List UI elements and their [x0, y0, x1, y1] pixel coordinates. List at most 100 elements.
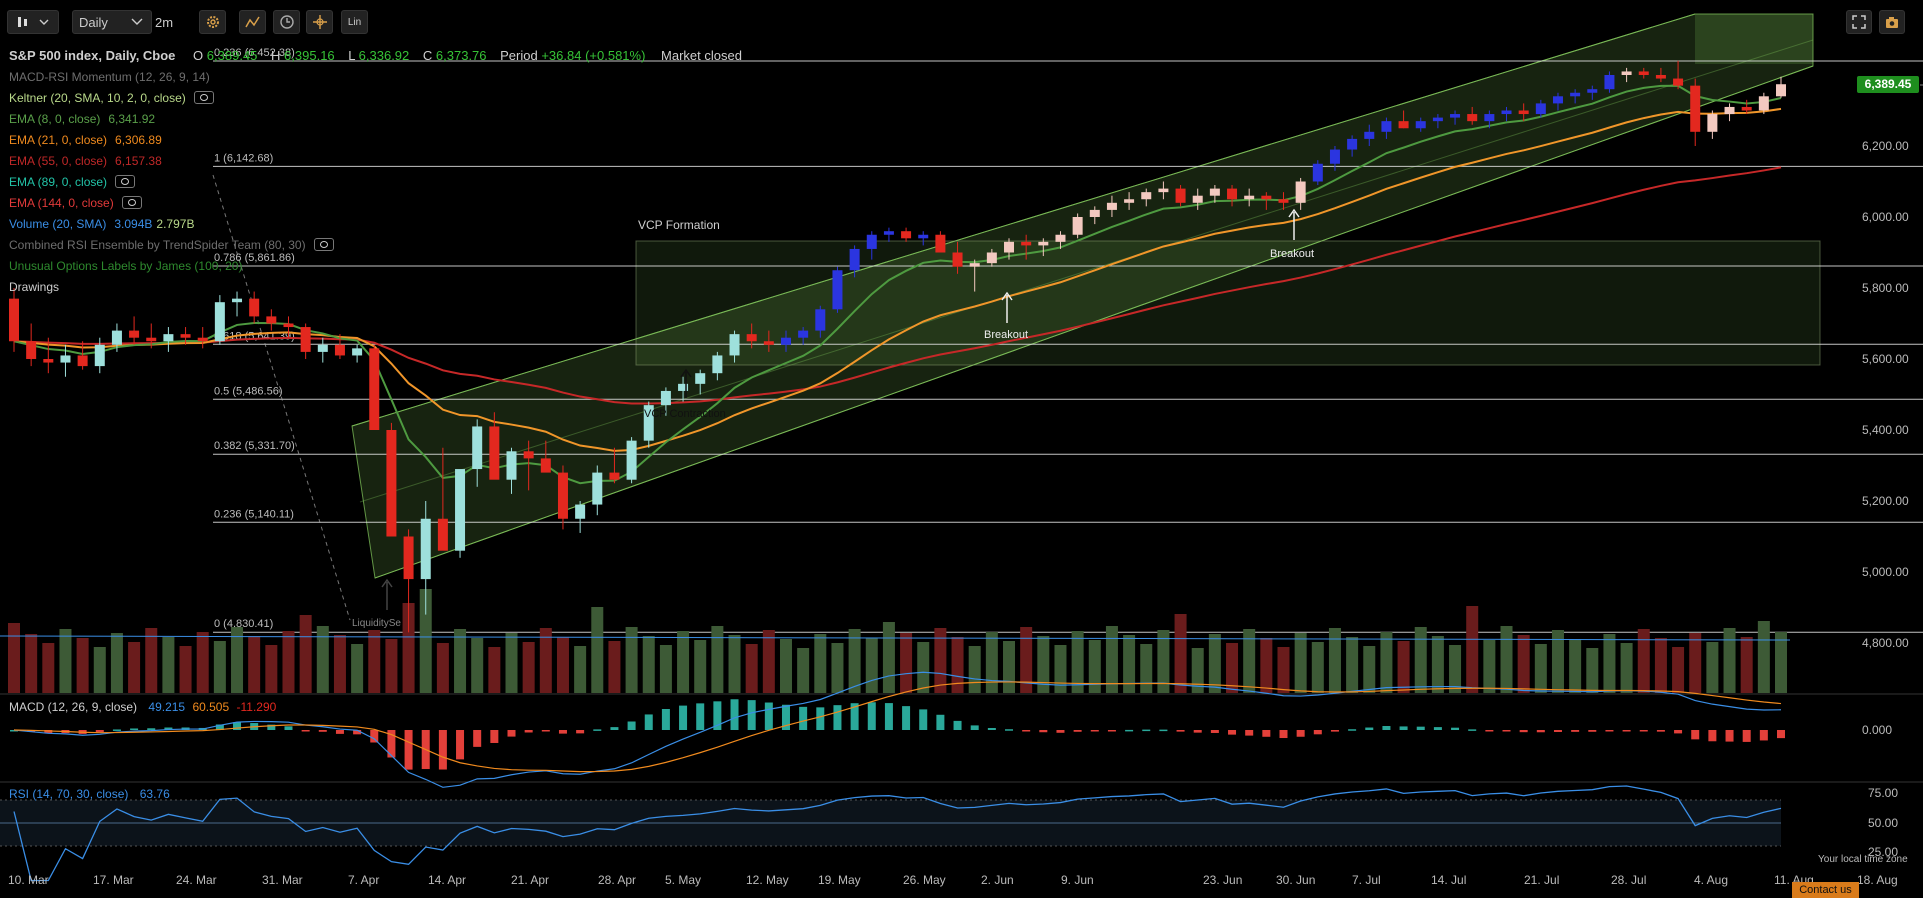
volume-bar — [1208, 634, 1221, 693]
candle-body — [832, 270, 843, 310]
ohlc-open: O 6,389.45 — [193, 48, 258, 63]
volume-bar — [1363, 646, 1376, 693]
macd-histogram-bar — [1399, 726, 1408, 730]
chart-type-button[interactable] — [7, 10, 59, 34]
volume-bar — [1517, 635, 1530, 693]
indicator-row[interactable]: Combined RSI Ensemble by TrendSpider Tea… — [9, 237, 334, 253]
volume-bar — [505, 633, 518, 693]
indicator-row[interactable]: Unusual Options Labels by James (100, 20… — [9, 258, 242, 274]
eye-icon[interactable] — [121, 196, 142, 210]
eye-icon[interactable] — [193, 91, 214, 105]
volume-bar — [385, 639, 398, 693]
contact-us-button[interactable]: Contact us — [1792, 882, 1859, 898]
macd-histogram-bar — [1296, 730, 1305, 737]
volume-bar — [436, 643, 449, 693]
time-axis-label: 19. May — [818, 873, 861, 887]
volume-bar — [454, 629, 467, 693]
volume-bar — [1140, 644, 1153, 693]
period-button[interactable]: 2m — [150, 10, 178, 34]
volume-bar — [1603, 634, 1616, 693]
rsi-line — [13, 785, 1782, 882]
indicator-row[interactable]: Volume (20, SMA) 3.094B 2.797B — [9, 216, 194, 232]
macd-histogram-bar — [1228, 730, 1237, 735]
volume-bar — [1071, 631, 1084, 693]
volume-bar — [1277, 647, 1290, 693]
macd-histogram-bar — [1193, 730, 1202, 733]
candle-body — [455, 469, 466, 551]
candle-body — [60, 355, 71, 363]
volume-bar — [1654, 638, 1667, 693]
indicator-row[interactable]: EMA (55, 0, close) 6,157.38 — [9, 153, 162, 169]
candle-body — [849, 248, 860, 271]
candle-body — [712, 355, 723, 374]
indicator-row[interactable]: EMA (8, 0, close) 6,341.92 — [9, 111, 155, 127]
interval-select[interactable]: Daily — [72, 10, 152, 34]
scale-lin-button[interactable]: Lin — [341, 10, 368, 34]
indicators-button[interactable] — [239, 10, 266, 34]
volume-bar — [1157, 630, 1170, 693]
candle-body — [129, 330, 140, 338]
volume-bar — [917, 642, 930, 693]
macd-histogram-bar — [1073, 730, 1082, 732]
trend-line-icon — [244, 16, 260, 28]
liquidity-label: LiquiditySe — [352, 618, 401, 629]
vcp-box — [635, 240, 1821, 366]
volume-bar — [110, 633, 123, 693]
volume-bar — [1620, 643, 1633, 693]
volume-bar — [282, 631, 295, 693]
volume-bar — [471, 638, 484, 693]
screenshot-button[interactable] — [1879, 10, 1905, 34]
volume-bar — [1191, 648, 1204, 693]
volume-bar — [1414, 627, 1427, 693]
macd-histogram-bar — [1416, 726, 1425, 730]
indicator-row[interactable]: MACD-RSI Momentum (12, 26, 9, 14) — [9, 69, 210, 85]
candle-body — [1570, 92, 1581, 97]
price-channel — [351, 13, 1814, 579]
indicator-row[interactable]: Keltner (20, SMA, 10, 2, 0, close) — [9, 90, 214, 106]
fib-label: 0.236 (5,140.11) — [214, 508, 294, 520]
fib-label: 0.236 (6,452.38) — [214, 47, 295, 59]
indicator-row[interactable]: Drawings — [9, 279, 59, 295]
breakout-label: Breakout — [1270, 248, 1314, 260]
macd-histogram-bar — [267, 724, 276, 730]
eye-icon[interactable] — [115, 175, 136, 189]
volume-bar — [728, 635, 741, 693]
candle-body — [1364, 131, 1375, 139]
indicator-row[interactable]: EMA (21, 0, close) 6,306.89 — [9, 132, 162, 148]
macd-histogram-bar — [1176, 730, 1185, 732]
fullscreen-button[interactable] — [1846, 10, 1872, 34]
macd-histogram-bar — [1039, 730, 1048, 733]
vcp-formation-label: VCP Formation — [638, 218, 720, 232]
header-row: S&P 500 index, Daily, Cboe O 6,389.45 H … — [9, 48, 742, 64]
macd-panel — [0, 671, 1923, 788]
time-axis-label: 14. Jul — [1431, 873, 1467, 887]
volume-bar — [1500, 626, 1513, 693]
macd-legend: MACD (12, 26, 9, close) 49.215 60.505 -1… — [9, 700, 277, 714]
price-axis-label: 5,400.00 — [1862, 423, 1909, 437]
macd-histogram-bar — [541, 730, 550, 732]
macd-histogram-bar — [353, 730, 362, 735]
eye-icon[interactable] — [313, 238, 334, 252]
macd-histogram-bar — [1022, 730, 1031, 732]
clock-button[interactable] — [273, 10, 300, 34]
time-axis-label: 10. Mar — [8, 873, 49, 887]
volume-bar — [42, 643, 55, 693]
volume-bar — [8, 623, 20, 693]
volume-bar — [179, 646, 192, 693]
settings-button[interactable] — [199, 10, 226, 34]
volume-bar — [368, 630, 381, 693]
candle-body — [729, 334, 740, 356]
volume-bar — [574, 646, 587, 693]
candle-body — [94, 344, 105, 367]
macd-histogram-bar — [1330, 730, 1339, 732]
crosshair-button[interactable] — [306, 10, 333, 34]
candle-body — [660, 390, 671, 406]
macd-histogram-bar — [1777, 730, 1785, 739]
macd-histogram-bar — [730, 699, 739, 730]
indicator-row[interactable]: EMA (89, 0, close) — [9, 174, 136, 190]
indicator-row[interactable]: EMA (144, 0, close) — [9, 195, 142, 211]
volume-bar — [1775, 632, 1787, 693]
macd-histogram-bar — [1262, 730, 1271, 737]
candle-body — [1501, 110, 1512, 115]
